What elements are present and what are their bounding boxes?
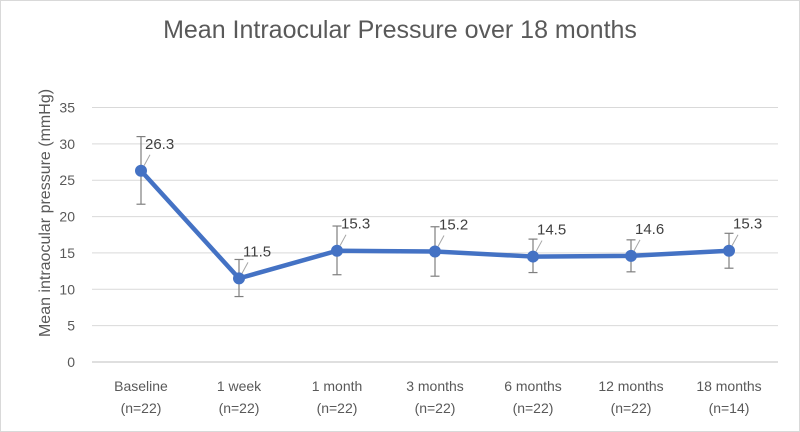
data-point xyxy=(135,164,147,177)
data-label-leader xyxy=(731,234,739,246)
data-label-leader xyxy=(535,240,543,252)
data-label-leader xyxy=(437,235,445,247)
y-tick-label: 30 xyxy=(59,136,75,152)
data-label: 15.2 xyxy=(439,216,468,233)
data-point xyxy=(233,272,245,285)
data-label: 15.3 xyxy=(733,216,762,233)
data-label-leader xyxy=(339,234,347,246)
data-point xyxy=(527,250,539,263)
y-axis-ticks: 0 5 10 15 20 25 30 35 xyxy=(59,100,75,371)
y-tick-label: 0 xyxy=(67,354,75,370)
data-point xyxy=(723,244,735,257)
x-tick-label: 6 months xyxy=(504,378,562,394)
x-axis-ticks: Baseline (n=22) 1 week (n=22) 1 month (n=22) 3… xyxy=(114,378,762,416)
x-tick-label: 12 months xyxy=(598,378,663,394)
x-tick-label: (n=22) xyxy=(121,400,162,416)
x-tick-label: 18 months xyxy=(696,378,761,394)
x-tick-label: (n=22) xyxy=(317,400,358,416)
data-label: 11.5 xyxy=(243,243,271,260)
data-label: 14.6 xyxy=(635,221,664,238)
y-tick-label: 15 xyxy=(59,245,75,261)
x-tick-label: (n=22) xyxy=(415,400,456,416)
x-tick-label: 1 month xyxy=(312,378,363,394)
data-labels: 26.3 11.5 15.3 15.2 14.5 14.6 15.3 xyxy=(143,136,762,274)
data-point xyxy=(625,249,637,262)
y-tick-label: 35 xyxy=(59,100,75,116)
data-label-leader xyxy=(633,239,641,252)
data-label-leader xyxy=(241,262,249,274)
x-tick-label: 1 week xyxy=(217,378,262,394)
y-tick-label: 10 xyxy=(59,281,75,297)
y-tick-label: 5 xyxy=(67,318,75,334)
x-tick-label: (n=14) xyxy=(709,400,750,416)
data-label: 26.3 xyxy=(145,136,174,153)
x-tick-label: (n=22) xyxy=(219,400,260,416)
y-axis-label: Mean intraocular pressure (mmHg) xyxy=(37,89,54,337)
y-tick-label: 20 xyxy=(59,209,75,225)
x-tick-label: (n=22) xyxy=(513,400,554,416)
data-points xyxy=(135,164,735,285)
x-tick-label: 3 months xyxy=(406,378,464,394)
x-tick-label: (n=22) xyxy=(611,400,652,416)
chart-title: Mean Intraocular Pressure over 18 months xyxy=(163,16,637,44)
data-point xyxy=(331,244,343,257)
y-tick-label: 25 xyxy=(59,172,75,188)
data-label-leader xyxy=(143,154,151,167)
data-label: 15.3 xyxy=(341,216,370,233)
data-label: 14.5 xyxy=(537,222,566,239)
data-point xyxy=(429,245,441,258)
x-tick-label: Baseline xyxy=(114,378,168,394)
